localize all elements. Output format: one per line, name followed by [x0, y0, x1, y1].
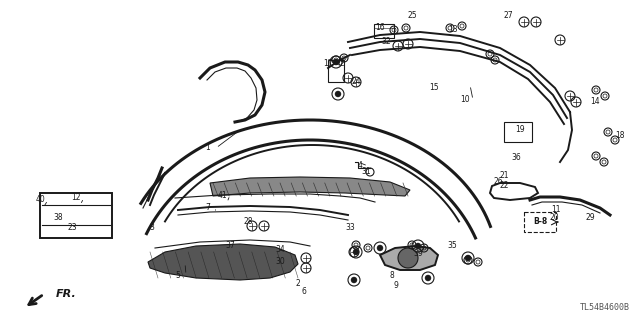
Text: 42: 42: [335, 60, 345, 68]
Text: 13: 13: [448, 26, 458, 35]
Text: 5: 5: [175, 270, 180, 279]
Text: 14: 14: [590, 98, 600, 107]
Text: 25: 25: [407, 12, 417, 20]
Text: 19: 19: [515, 125, 525, 134]
Text: 23: 23: [67, 223, 77, 233]
Text: 39: 39: [413, 250, 423, 259]
Text: 18: 18: [615, 131, 625, 140]
Text: 9: 9: [394, 281, 399, 290]
Text: 11: 11: [551, 205, 561, 214]
Text: 17: 17: [323, 60, 333, 68]
Text: 27: 27: [503, 12, 513, 20]
Text: 7: 7: [205, 203, 211, 212]
Text: 15: 15: [429, 84, 439, 92]
Text: 37: 37: [225, 242, 235, 251]
Text: 31: 31: [361, 167, 371, 177]
Circle shape: [333, 59, 339, 65]
Text: 20: 20: [549, 213, 559, 222]
Text: 8: 8: [390, 270, 394, 279]
Text: 26: 26: [493, 178, 503, 187]
Text: 32: 32: [381, 37, 391, 46]
Circle shape: [465, 255, 471, 261]
Polygon shape: [210, 177, 410, 196]
Text: 12: 12: [71, 194, 81, 203]
Circle shape: [335, 91, 341, 97]
Text: 1: 1: [205, 143, 211, 153]
Text: 6: 6: [301, 286, 307, 295]
Text: 38: 38: [53, 213, 63, 222]
Circle shape: [415, 243, 421, 249]
Text: 33: 33: [345, 223, 355, 233]
Text: 28: 28: [243, 218, 253, 227]
Text: 22: 22: [499, 180, 509, 189]
Text: TL54B4600B: TL54B4600B: [580, 303, 630, 312]
Text: 35: 35: [447, 242, 457, 251]
Text: 29: 29: [585, 213, 595, 222]
Circle shape: [353, 249, 359, 255]
Text: 40: 40: [35, 196, 45, 204]
Text: 30: 30: [275, 258, 285, 267]
Circle shape: [351, 277, 357, 283]
Text: 2: 2: [296, 279, 300, 289]
Text: 21: 21: [499, 171, 509, 180]
Circle shape: [377, 245, 383, 251]
Text: 10: 10: [460, 95, 470, 105]
Circle shape: [425, 275, 431, 281]
Text: 36: 36: [511, 154, 521, 163]
Text: B-8: B-8: [533, 218, 547, 227]
Text: 24: 24: [351, 77, 361, 86]
Text: 34: 34: [275, 245, 285, 254]
Text: 41: 41: [217, 190, 227, 199]
Circle shape: [398, 248, 418, 268]
Text: 16: 16: [375, 23, 385, 33]
Polygon shape: [148, 244, 298, 280]
Text: FR.: FR.: [56, 289, 77, 299]
Text: 3: 3: [150, 223, 154, 233]
Polygon shape: [380, 246, 438, 270]
Text: 4: 4: [358, 162, 362, 171]
